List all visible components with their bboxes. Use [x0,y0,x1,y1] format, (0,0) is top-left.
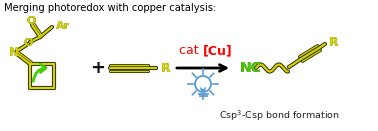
Text: +: + [90,59,105,77]
Text: Ar: Ar [56,21,70,31]
Text: Merging photoredox with copper catalysis:: Merging photoredox with copper catalysis… [4,3,216,13]
Text: O: O [23,38,33,48]
Text: NC: NC [240,61,262,75]
Text: NC: NC [240,61,262,75]
Text: R: R [161,61,170,75]
FancyArrowPatch shape [33,64,46,81]
Text: O: O [26,16,36,26]
Text: R: R [161,61,170,75]
Text: N: N [9,47,19,59]
Text: [Cu]: [Cu] [203,44,233,57]
Text: R: R [329,36,339,48]
Text: Csp$^3$-Csp bond formation: Csp$^3$-Csp bond formation [219,108,340,123]
Text: O: O [23,38,33,48]
Text: Ar: Ar [56,21,70,31]
Text: cat: cat [180,44,203,57]
Text: R: R [329,36,339,48]
Text: O: O [26,16,36,26]
Text: N: N [9,47,19,59]
